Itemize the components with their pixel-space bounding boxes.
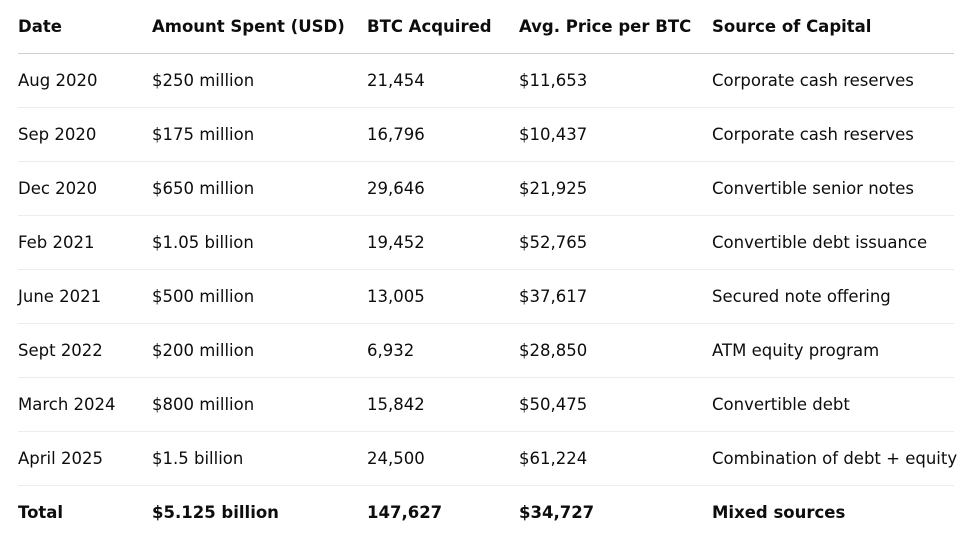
cell-btc: 19,452 <box>367 216 519 270</box>
table-total-row: Total $5.125 billion 147,627 $34,727 Mix… <box>18 486 954 539</box>
cell-source: Combination of debt + equity <box>712 432 954 486</box>
btc-purchases-table: Date Amount Spent (USD) BTC Acquired Avg… <box>18 0 954 539</box>
cell-amount: $1.05 billion <box>152 216 367 270</box>
cell-btc: 24,500 <box>367 432 519 486</box>
cell-date: Feb 2021 <box>18 216 152 270</box>
cell-date: June 2021 <box>18 270 152 324</box>
cell-avg-price: $10,437 <box>519 108 712 162</box>
table-row: Sept 2022 $200 million 6,932 $28,850 ATM… <box>18 324 954 378</box>
cell-avg-price: $50,475 <box>519 378 712 432</box>
cell-btc: 16,796 <box>367 108 519 162</box>
total-source: Mixed sources <box>712 486 954 539</box>
cell-avg-price: $28,850 <box>519 324 712 378</box>
cell-source: Secured note offering <box>712 270 954 324</box>
cell-amount: $200 million <box>152 324 367 378</box>
table-row: Aug 2020 $250 million 21,454 $11,653 Cor… <box>18 54 954 108</box>
total-amount: $5.125 billion <box>152 486 367 539</box>
cell-date: Dec 2020 <box>18 162 152 216</box>
cell-date: Aug 2020 <box>18 54 152 108</box>
cell-avg-price: $21,925 <box>519 162 712 216</box>
table-row: March 2024 $800 million 15,842 $50,475 C… <box>18 378 954 432</box>
cell-amount: $1.5 billion <box>152 432 367 486</box>
table-row: Feb 2021 $1.05 billion 19,452 $52,765 Co… <box>18 216 954 270</box>
cell-source: ATM equity program <box>712 324 954 378</box>
cell-btc: 13,005 <box>367 270 519 324</box>
cell-amount: $500 million <box>152 270 367 324</box>
cell-date: Sept 2022 <box>18 324 152 378</box>
cell-date: April 2025 <box>18 432 152 486</box>
header-source-of-capital: Source of Capital <box>712 0 954 54</box>
cell-date: Sep 2020 <box>18 108 152 162</box>
cell-avg-price: $52,765 <box>519 216 712 270</box>
cell-amount: $175 million <box>152 108 367 162</box>
cell-avg-price: $61,224 <box>519 432 712 486</box>
cell-avg-price: $37,617 <box>519 270 712 324</box>
btc-purchases-table-container: Date Amount Spent (USD) BTC Acquired Avg… <box>18 0 954 539</box>
cell-source: Convertible debt issuance <box>712 216 954 270</box>
header-btc-acquired: BTC Acquired <box>367 0 519 54</box>
cell-source: Convertible debt <box>712 378 954 432</box>
cell-amount: $250 million <box>152 54 367 108</box>
cell-amount: $800 million <box>152 378 367 432</box>
cell-source: Convertible senior notes <box>712 162 954 216</box>
header-avg-price: Avg. Price per BTC <box>519 0 712 54</box>
total-btc: 147,627 <box>367 486 519 539</box>
table-header-row: Date Amount Spent (USD) BTC Acquired Avg… <box>18 0 954 54</box>
cell-btc: 6,932 <box>367 324 519 378</box>
cell-btc: 29,646 <box>367 162 519 216</box>
table-row: Sep 2020 $175 million 16,796 $10,437 Cor… <box>18 108 954 162</box>
table-row: April 2025 $1.5 billion 24,500 $61,224 C… <box>18 432 954 486</box>
table-row: June 2021 $500 million 13,005 $37,617 Se… <box>18 270 954 324</box>
cell-date: March 2024 <box>18 378 152 432</box>
total-avg-price: $34,727 <box>519 486 712 539</box>
table-row: Dec 2020 $650 million 29,646 $21,925 Con… <box>18 162 954 216</box>
cell-source: Corporate cash reserves <box>712 54 954 108</box>
header-amount-spent: Amount Spent (USD) <box>152 0 367 54</box>
header-date: Date <box>18 0 152 54</box>
cell-amount: $650 million <box>152 162 367 216</box>
cell-avg-price: $11,653 <box>519 54 712 108</box>
total-label: Total <box>18 486 152 539</box>
cell-btc: 21,454 <box>367 54 519 108</box>
cell-btc: 15,842 <box>367 378 519 432</box>
cell-source: Corporate cash reserves <box>712 108 954 162</box>
